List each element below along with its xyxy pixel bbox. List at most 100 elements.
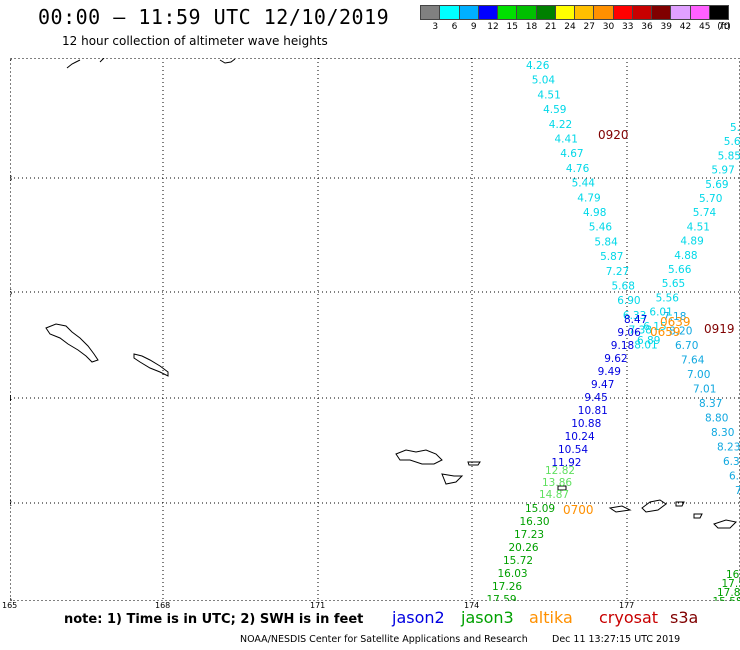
wave-height-value: 6.90 xyxy=(617,295,640,307)
legend-s3a: s3a xyxy=(670,608,699,627)
island-attu-west xyxy=(45,323,99,363)
wave-height-value: 4.89 xyxy=(680,236,703,248)
wave-height-value: 4.67 xyxy=(560,148,583,160)
wave-height-value: 6.33 xyxy=(723,456,740,468)
scale-label: 18 xyxy=(525,22,538,32)
wave-height-value: 4.59 xyxy=(543,104,566,116)
wave-height-value: 4.98 xyxy=(583,207,606,219)
pass-time-label: 0919 xyxy=(704,322,735,336)
wave-height-value: 4.79 xyxy=(577,192,600,204)
wave-height-value: 4.88 xyxy=(674,250,697,262)
wave-height-value: 5.60 xyxy=(724,136,740,148)
scale-label: 39 xyxy=(660,22,672,32)
page-subtitle: 12 hour collection of altimeter wave hei… xyxy=(62,34,328,48)
wave-height-value: 12.82 xyxy=(545,465,575,477)
scale-label: 70 xyxy=(718,22,730,32)
wave-height-value: 6.89 xyxy=(637,335,660,347)
scale-label: 12 xyxy=(487,22,499,32)
island-rat-3 xyxy=(467,461,481,466)
wave-height-value: 15.58 xyxy=(713,596,740,601)
scale-label: 33 xyxy=(622,22,634,32)
wave-height-value: 7.64 xyxy=(681,355,705,367)
scale-swatch xyxy=(477,5,498,20)
scale-swatch xyxy=(651,5,672,20)
wave-height-value: 6.74 xyxy=(729,471,740,483)
scale-label: 42 xyxy=(679,22,692,32)
wave-height-value: 17.26 xyxy=(492,581,522,593)
lon-label: 171 xyxy=(310,601,326,610)
scale-swatch xyxy=(708,5,729,20)
wave-height-value: 8.80 xyxy=(705,413,728,425)
wave-height-value: 4.51 xyxy=(537,89,560,101)
wave-height-value: 8.30 xyxy=(711,427,734,439)
page-title: 00:00 – 11:59 UTC 12/10/2019 xyxy=(38,5,390,29)
island-andreanof-4 xyxy=(693,513,703,519)
wave-height-value: 5.46 xyxy=(589,222,613,234)
wave-height-value: 5.65 xyxy=(662,278,685,290)
wave-height-value: 5.70 xyxy=(699,193,722,205)
legend-jason3: jason3 xyxy=(461,608,514,627)
wave-height-value: 10.24 xyxy=(565,431,595,443)
color-scale-swatches xyxy=(420,5,729,20)
wave-height-value: 7.00 xyxy=(687,369,710,381)
coastline-north xyxy=(66,58,236,69)
wave-height-value: 6.01 xyxy=(649,307,672,319)
wave-height-value: 5.37 xyxy=(730,122,740,134)
wave-height-value: 11.92 xyxy=(551,457,581,469)
wave-height-value: 16.1 xyxy=(726,569,740,581)
wave-height-value: 17.5 xyxy=(722,578,740,590)
scale-swatch xyxy=(670,5,691,20)
wave-height-value: 5.69 xyxy=(705,179,728,191)
wave-height-value: 4.22 xyxy=(549,119,572,131)
scale-label: 27 xyxy=(583,22,595,32)
wave-height-value: 4.41 xyxy=(555,134,578,146)
scale-swatch xyxy=(439,5,460,20)
wave-height-value: 7.32 xyxy=(735,485,740,497)
island-andreanof-5 xyxy=(713,519,738,529)
scale-swatch xyxy=(689,5,710,20)
scale-swatch xyxy=(593,5,614,20)
map-canvas: 60 58 56 54 52 50 4.26 5.04 4.51 4.59 4.22 4.41 4.6… xyxy=(10,58,740,601)
wave-height-value: 17.59 xyxy=(487,594,517,601)
wave-height-value: 7.38 xyxy=(629,325,652,337)
legend-cryosat: cryosat xyxy=(599,608,659,627)
wave-height-value: 5.68 xyxy=(612,281,635,293)
pass-time-label: 0700 xyxy=(563,503,594,517)
lat-label: 56 xyxy=(10,288,12,297)
scale-swatch xyxy=(516,5,537,20)
scale-swatch xyxy=(612,5,633,20)
wave-height-value: 8.23 xyxy=(717,442,740,454)
scale-swatch xyxy=(574,5,595,20)
scale-label: 24 xyxy=(564,22,576,32)
wave-height-value: 5.87 xyxy=(600,251,623,263)
scale-unit: (ft) xyxy=(717,22,731,32)
island-attu-east xyxy=(133,353,169,377)
wave-height-value: 5.85 xyxy=(718,150,740,162)
wave-height-value: 20.26 xyxy=(509,542,539,554)
scale-label: 21 xyxy=(545,22,557,32)
footer-credit: NOAA/NESDIS Center for Satellite Applica… xyxy=(240,634,528,645)
island-rat-4 xyxy=(557,485,567,491)
wave-height-value: 5.84 xyxy=(594,236,618,248)
wave-height-value: 10.81 xyxy=(578,405,608,417)
lat-label: 58 xyxy=(10,174,12,183)
wave-height-value: 14.87 xyxy=(539,489,569,501)
wave-height-value: 5.97 xyxy=(711,165,734,177)
wave-height-value: 9.49 xyxy=(598,366,621,378)
wave-height-value: 9.18 xyxy=(611,340,634,352)
wave-height-value: 5.56 xyxy=(656,292,680,304)
scale-label: 9 xyxy=(470,22,477,32)
wave-height-value: 16.03 xyxy=(498,568,528,580)
wave-height-value: 10.54 xyxy=(558,444,588,456)
wave-height-value: 7.01 xyxy=(693,384,716,396)
wave-height-value: 4.51 xyxy=(687,221,710,233)
wave-height-value: 8.01 xyxy=(634,339,657,351)
wave-height-value: 7.27 xyxy=(606,266,629,278)
lat-label: 50 xyxy=(10,597,12,601)
footer-timestamp: Dec 11 13:27:15 UTC 2019 xyxy=(552,634,681,645)
wave-height-value: 16.30 xyxy=(520,516,550,528)
wave-height-value: 6.70 xyxy=(675,340,698,352)
color-scale: 3 6 9 12 15 18 21 24 27 30 33 36 39 42 45 70 (ft) xyxy=(420,5,731,32)
wave-height-value: 7.18 xyxy=(663,311,686,323)
wave-height-value: 5.74 xyxy=(693,207,717,219)
